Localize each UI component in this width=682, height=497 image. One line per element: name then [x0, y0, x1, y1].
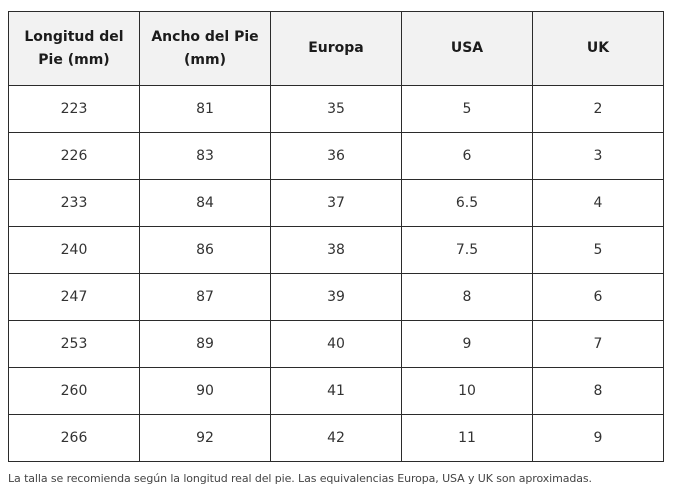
table-row: 260 90 41 10 8	[8, 367, 664, 415]
cell-uk: 6	[532, 273, 664, 321]
cell-usa: 11	[401, 414, 533, 462]
table-row: 247 87 39 8 6	[8, 273, 664, 321]
size-table: Longitud del Pie (mm) Ancho del Pie (mm)…	[8, 11, 664, 462]
header-usa: USA	[401, 11, 533, 86]
header-foot-length-line2: Pie (mm)	[38, 51, 110, 68]
cell-foot-width: 92	[139, 414, 271, 462]
cell-foot-width: 86	[139, 226, 271, 274]
cell-europa: 37	[270, 179, 402, 227]
cell-usa: 6	[401, 132, 533, 180]
cell-uk: 9	[532, 414, 664, 462]
cell-foot-length: 266	[8, 414, 140, 462]
cell-europa: 40	[270, 320, 402, 368]
cell-uk: 4	[532, 179, 664, 227]
header-europa: Europa	[270, 11, 402, 86]
cell-europa: 36	[270, 132, 402, 180]
cell-usa: 5	[401, 85, 533, 133]
cell-foot-length: 226	[8, 132, 140, 180]
cell-foot-width: 81	[139, 85, 271, 133]
cell-europa: 39	[270, 273, 402, 321]
cell-foot-length: 260	[8, 367, 140, 415]
table-row: 240 86 38 7.5 5	[8, 226, 664, 274]
header-row: Longitud del Pie (mm) Ancho del Pie (mm)…	[8, 11, 664, 86]
cell-europa: 38	[270, 226, 402, 274]
cell-foot-width: 84	[139, 179, 271, 227]
table-row: 223 81 35 5 2	[8, 85, 664, 133]
cell-usa: 10	[401, 367, 533, 415]
header-usa-label: USA	[450, 40, 484, 56]
cell-foot-length: 233	[8, 179, 140, 227]
table-row: 253 89 40 9 7	[8, 320, 664, 368]
cell-europa: 42	[270, 414, 402, 462]
size-chart: Longitud del Pie (mm) Ancho del Pie (mm)…	[8, 11, 664, 462]
cell-usa: 7.5	[401, 226, 533, 274]
cell-uk: 7	[532, 320, 664, 368]
cell-europa: 35	[270, 85, 402, 133]
cell-europa: 41	[270, 367, 402, 415]
header-uk-label: UK	[586, 40, 610, 56]
table-row: 226 83 36 6 3	[8, 132, 664, 180]
header-foot-length: Longitud del Pie (mm)	[8, 11, 140, 86]
cell-foot-width: 89	[139, 320, 271, 368]
table-row: 233 84 37 6.5 4	[8, 179, 664, 227]
cell-foot-width: 87	[139, 273, 271, 321]
header-foot-length-line1: Longitud del	[24, 28, 124, 45]
header-foot-width-line1: Ancho del Pie	[151, 28, 259, 45]
cell-uk: 3	[532, 132, 664, 180]
cell-foot-length: 247	[8, 273, 140, 321]
table-row: 266 92 42 11 9	[8, 414, 664, 462]
cell-uk: 2	[532, 85, 664, 133]
header-foot-width: Ancho del Pie (mm)	[139, 11, 271, 86]
cell-foot-length: 223	[8, 85, 140, 133]
cell-usa: 6.5	[401, 179, 533, 227]
cell-usa: 8	[401, 273, 533, 321]
footnote: La talla se recomienda según la longitud…	[8, 472, 592, 485]
cell-uk: 5	[532, 226, 664, 274]
cell-uk: 8	[532, 367, 664, 415]
cell-foot-length: 240	[8, 226, 140, 274]
cell-foot-width: 90	[139, 367, 271, 415]
cell-foot-width: 83	[139, 132, 271, 180]
header-foot-width-line2: (mm)	[184, 51, 226, 68]
cell-usa: 9	[401, 320, 533, 368]
cell-foot-length: 253	[8, 320, 140, 368]
header-europa-label: Europa	[308, 40, 364, 56]
header-uk: UK	[532, 11, 664, 86]
